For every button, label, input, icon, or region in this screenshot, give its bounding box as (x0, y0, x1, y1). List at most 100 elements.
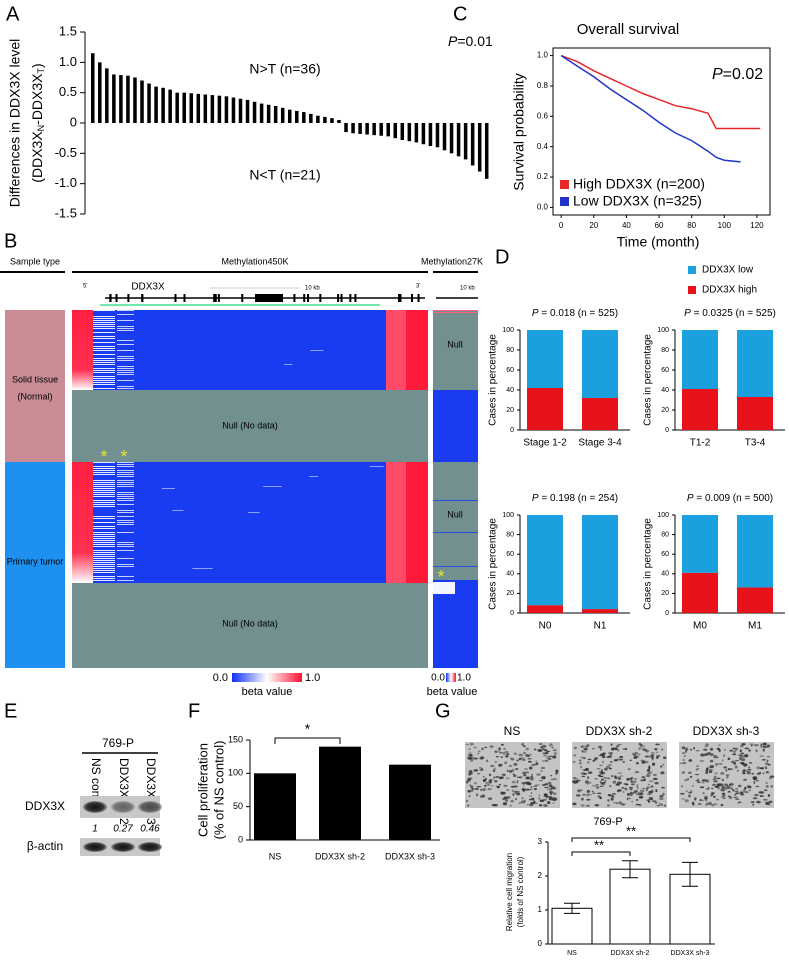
cell-dot (540, 770, 543, 772)
cell-dot (654, 781, 659, 785)
heatmap-cell (93, 388, 115, 389)
cell-dot (585, 804, 590, 807)
cell-dot (547, 788, 549, 791)
cell-dot (612, 780, 617, 784)
row-label: DDX3X (25, 799, 65, 813)
exon (241, 294, 244, 302)
heatmap-cell (93, 556, 115, 557)
panel-label: A (6, 3, 20, 25)
p-text: =0.02 (723, 66, 764, 83)
cell-dot (699, 786, 705, 789)
cell-dot (750, 744, 753, 747)
cell-dot (596, 786, 600, 789)
heatmap-cell (93, 490, 115, 491)
heatmap-cell (93, 504, 115, 505)
y-tick-label: 80 (661, 531, 669, 538)
cell-dot (498, 783, 502, 786)
cell-dot (496, 786, 500, 789)
cell-dot (548, 784, 553, 788)
p-symbol: P (687, 493, 694, 504)
cell-dot (762, 799, 768, 801)
heatmap-cell (117, 310, 134, 311)
cell-dot (503, 796, 508, 800)
cell-dot (468, 770, 473, 772)
cell-dot (548, 755, 553, 758)
cell-dot (687, 778, 690, 780)
cell-dot (762, 748, 765, 752)
cell-dot (695, 768, 698, 771)
cell-dot (525, 788, 530, 791)
p-value: P = 0.198 (n = 254) (532, 493, 618, 504)
cell-dot (599, 748, 602, 751)
cell-dot (555, 769, 559, 773)
cell-dot (694, 773, 700, 776)
cell-dot (469, 784, 472, 787)
cell-dot (716, 777, 721, 780)
bar (449, 123, 454, 154)
cell-dot (648, 797, 654, 799)
bar (224, 96, 229, 123)
cell-dot (516, 759, 520, 762)
x-tick-label: T3-4 (745, 438, 766, 449)
cell-dot (707, 752, 711, 754)
row-label: β-actin (27, 839, 63, 853)
header: Methylation27K (421, 256, 483, 266)
heatmap-column (406, 462, 428, 583)
x-tick-label: NS (269, 851, 282, 861)
heatmap-cell (93, 550, 115, 551)
annotation: N>T (n=36) (249, 61, 320, 77)
cell-dot (582, 793, 586, 796)
cell-dot (759, 745, 764, 748)
cell-dot (544, 793, 547, 796)
y-tick-label: 100 (657, 327, 669, 334)
x-tick-label: Stage 1-2 (523, 438, 567, 449)
legend-swatch (688, 266, 696, 274)
exon (109, 294, 112, 302)
cell-dot (646, 772, 652, 775)
cell-dot (717, 748, 720, 751)
cell-dot (512, 792, 515, 796)
heatmap-cell (93, 552, 115, 553)
blot-band (83, 801, 107, 813)
heatmap-cell (433, 532, 478, 533)
cell-dot (641, 762, 644, 764)
cell-dot (588, 793, 592, 796)
survival-curve (560, 54, 761, 130)
exon (115, 294, 118, 302)
bar (154, 86, 158, 123)
cell-dot (704, 800, 708, 802)
cell-dot (734, 747, 739, 750)
cell-dot (770, 784, 774, 788)
cell-dot (579, 762, 582, 765)
cell-dot (599, 764, 603, 767)
cell-dot (482, 776, 485, 778)
cell-dot (704, 795, 708, 798)
heatmap-cell (93, 558, 115, 559)
bar-segment (582, 398, 618, 430)
bar (254, 773, 296, 840)
cell-dot (505, 755, 509, 758)
cell-dot (592, 792, 596, 795)
cell-dot (729, 749, 734, 752)
heatmap-cell (117, 330, 134, 331)
cell-dot (740, 761, 745, 765)
cell-dot (735, 798, 740, 800)
cell-dot (727, 791, 732, 793)
cell-dot (723, 754, 726, 758)
cell-dot (689, 775, 693, 778)
annotation: N<T (n=21) (249, 167, 320, 183)
cell-dot (522, 783, 525, 787)
bar (484, 123, 489, 179)
strand-end: 5' (83, 284, 87, 290)
cell-dot (721, 778, 725, 782)
bar (203, 94, 208, 123)
bar-segment (682, 572, 718, 613)
cell-dot (581, 775, 586, 778)
cell-dot (515, 768, 519, 771)
cell-dot (752, 797, 758, 800)
heatmap-cell (117, 532, 134, 533)
cell-dot (482, 794, 486, 798)
panel-label: F (188, 700, 200, 722)
cell-dot (763, 789, 768, 791)
